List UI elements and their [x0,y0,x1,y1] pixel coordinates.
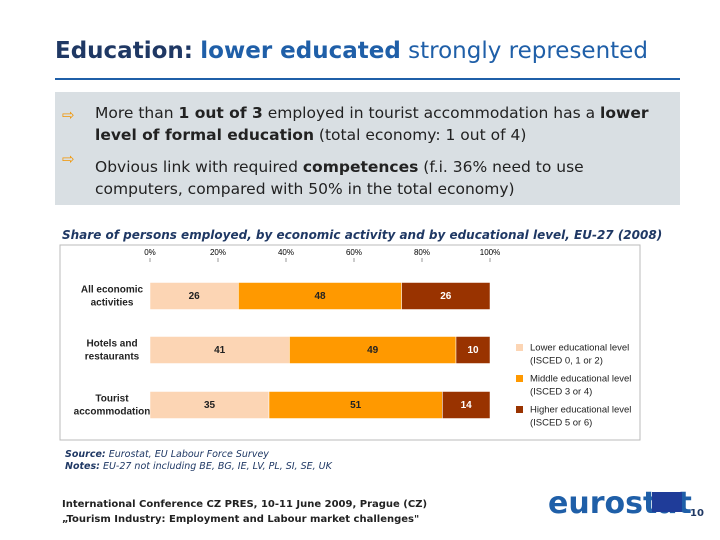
legend-label: Lower educational level (ISCED 0, 1 or 2) [530,342,629,366]
bullet: Obvious link with required competences (… [95,156,665,200]
bullet-segment: employed in tourist accommodation has a [262,104,601,122]
bullet-segment: (total economy: 1 out of 4) [314,126,527,144]
value-label: 49 [367,345,379,356]
value-label: 14 [461,400,473,411]
title-part: lower educated [200,38,401,64]
x-tick-label: 100% [480,248,500,257]
x-tick-label: 40% [278,248,294,257]
notes-label: Notes: [65,461,100,472]
notes: Notes: EU-27 not including BE, BG, IE, L… [65,461,332,472]
y-tick-label: Hotels and restaurants [85,338,140,362]
page-number: 10 [690,508,704,519]
source: Source: Eurostat, EU Labour Force Survey [65,449,269,460]
x-tick-label: 20% [210,248,226,257]
title-rule [55,78,680,80]
bar [149,336,290,364]
bar [455,336,491,364]
bullet-segment: (f.i. 36% need to use computers, compare… [95,158,584,198]
source-text: Eurostat, EU Labour Force Survey [105,449,269,460]
slide-title: Education: lower educated strongly repre… [55,38,648,64]
value-label: 35 [204,400,216,411]
legend-swatch [516,344,523,351]
title-part: Education: [55,38,193,64]
bar [401,282,491,310]
footer-line: International Conference CZ PRES, 10-11 … [62,499,428,510]
value-label: 48 [314,291,326,302]
bullet-icon: ⇨ [62,106,75,124]
x-tick-label: 80% [414,248,430,257]
bullet-icon: ⇨ [62,150,75,168]
legend-swatch [516,375,523,382]
x-tick-label: 60% [346,248,362,257]
value-label: 10 [467,345,479,356]
y-tick-label: Tourist accommodation [74,393,151,417]
chart-title: Share of persons employed, by economic a… [62,228,663,242]
bullet-segment: competences [302,158,419,176]
bullet-segment: 1 out of 3 [178,104,263,122]
bullet: More than 1 out of 3 employed in tourist… [95,102,665,146]
legend-swatch [516,406,523,413]
value-label: 41 [214,345,226,356]
legend-label: Middle educational level (ISCED 3 or 4) [530,373,631,397]
bullet-box [55,92,680,205]
bar [149,391,270,419]
bar [238,282,402,310]
value-label: 26 [440,291,452,302]
value-label: 26 [189,291,201,302]
bar [442,391,491,419]
bar [268,391,443,419]
bullet-segment: Obvious link with required [95,158,303,176]
bullet-segment: lower level of formal education [95,104,649,144]
x-tick-label: 0% [144,248,156,257]
eu-flag [652,492,682,512]
value-label: 51 [350,400,362,411]
bar [289,336,457,364]
y-tick-label: All economic activities [81,284,144,308]
footer-line: „Tourism Industry: Employment and Labour… [62,514,420,525]
notes-text: EU-27 not including BE, BG, IE, LV, PL, … [99,461,332,472]
legend-label: Higher educational level (ISCED 5 or 6) [530,404,631,428]
title-part: strongly represented [408,38,648,64]
source-label: Source: [65,449,106,460]
bullet-segment: More than [95,104,179,122]
